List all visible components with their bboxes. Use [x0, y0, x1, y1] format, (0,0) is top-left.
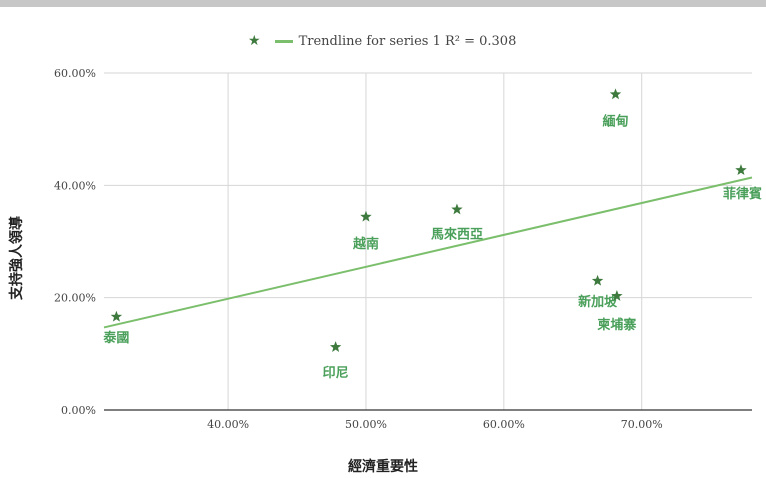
x-tick-label: 40.00%	[207, 418, 249, 431]
data-point-star	[111, 311, 122, 322]
y-tick-label: 20.00%	[54, 292, 96, 305]
grid-lines	[104, 73, 752, 410]
data-point-star	[592, 275, 603, 286]
y-tick-label: 40.00%	[54, 179, 96, 192]
data-point-label: 菲律賓	[723, 186, 762, 202]
x-tick-label: 70.00%	[621, 418, 663, 431]
x-tick-label: 60.00%	[483, 418, 525, 431]
x-axis-label: 經濟重要性	[0, 456, 766, 476]
data-point-label: 緬甸	[602, 113, 628, 129]
x-tick-label: 50.00%	[345, 418, 387, 431]
data-point-star	[330, 341, 341, 352]
data-point-label: 泰國	[102, 330, 129, 346]
data-point-label: 柬埔寨	[597, 317, 636, 333]
data-point-label: 印尼	[323, 366, 349, 381]
data-point-label: 新加坡	[578, 294, 618, 310]
y-tick-label: 60.00%	[54, 67, 96, 80]
data-point-star	[451, 203, 462, 214]
data-point-star	[735, 164, 746, 175]
data-point-star	[610, 88, 621, 99]
axes: 0.00% 20.00% 40.00% 60.00% 40.00% 50.00% 60.00…	[54, 67, 752, 431]
y-tick-label: 0.00%	[61, 404, 96, 417]
trendline	[104, 177, 752, 327]
data-point-label: 馬來西亞	[431, 226, 483, 242]
data-point-label: 越南	[352, 236, 379, 252]
y-axis-label: 支持強人領導	[6, 216, 26, 300]
trendline-group	[104, 177, 752, 327]
